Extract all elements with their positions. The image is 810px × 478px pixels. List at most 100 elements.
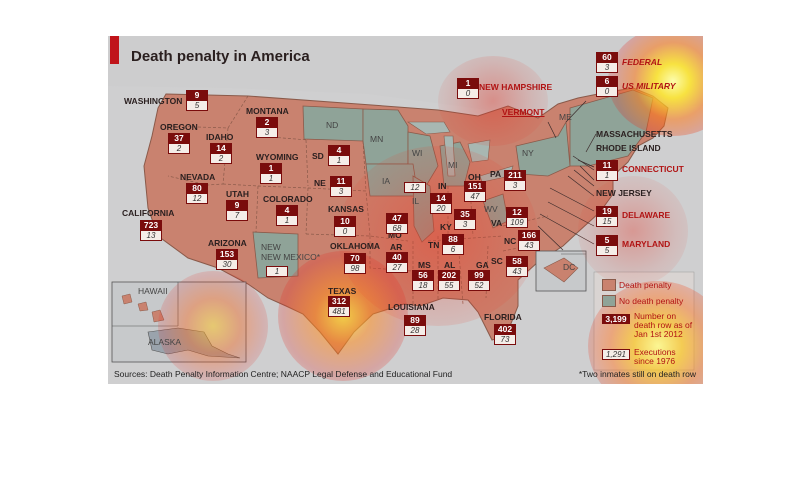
label-pa: PA bbox=[490, 169, 502, 179]
box-oh: 151 47 bbox=[464, 181, 486, 202]
label-new-hampshire: NEW HAMPSHIRE bbox=[479, 82, 553, 92]
box-oklahoma: 70 98 bbox=[344, 253, 366, 274]
label-idaho: IDAHO bbox=[206, 132, 234, 142]
footnote: *Two inmates still on death row bbox=[578, 369, 696, 379]
label-us-military: US MILITARY bbox=[622, 81, 676, 91]
legend-box-executions: 1,291 bbox=[602, 349, 630, 360]
legend-swatch-no-death-penalty bbox=[602, 295, 616, 307]
hawaii-shape bbox=[121, 293, 165, 323]
box-il: 12 bbox=[404, 182, 426, 193]
label-wi: WI bbox=[412, 148, 423, 158]
box-idaho: 14 2 bbox=[210, 143, 232, 164]
label-connecticut: CONNECTICUT bbox=[622, 164, 684, 174]
source-note: Sources: Death Penalty Information Centr… bbox=[114, 369, 453, 379]
label-vermont: VERMONT bbox=[502, 107, 545, 117]
box-ga: 99 52 bbox=[468, 270, 490, 291]
label-dc: DC bbox=[563, 262, 576, 272]
label-kansas: KANSAS bbox=[328, 204, 364, 214]
box-federal: 60 3 bbox=[596, 52, 618, 73]
label-colorado: COLORADO bbox=[263, 194, 313, 204]
label-il: IL bbox=[412, 196, 420, 206]
label-new-jersey: NEW JERSEY bbox=[596, 188, 652, 198]
box-tn: 88 6 bbox=[442, 234, 464, 255]
box-ne: 11 3 bbox=[330, 176, 352, 197]
label-me: ME bbox=[559, 112, 572, 122]
box-delaware: 19 15 bbox=[596, 206, 618, 227]
label-alaska: ALASKA bbox=[148, 337, 182, 347]
label-mo: MO bbox=[388, 230, 402, 240]
label-hawaii: HAWAII bbox=[138, 286, 168, 296]
label-washington: WASHINGTON bbox=[124, 96, 183, 106]
box-ms: 56 18 bbox=[412, 270, 434, 291]
label-al: AL bbox=[444, 260, 456, 270]
label-wv: WV bbox=[484, 204, 498, 214]
title-accent-bar bbox=[110, 36, 119, 64]
legend-swatch-death-penalty bbox=[602, 279, 616, 291]
label-nc: NC bbox=[504, 236, 517, 246]
label-new-mexico: NEW NEW MEXICO* bbox=[261, 242, 321, 262]
box-al: 202 55 bbox=[438, 270, 460, 291]
box-in: 14 20 bbox=[430, 193, 452, 214]
label-california: CALIFORNIA bbox=[122, 208, 175, 218]
box-va: 12 109 bbox=[506, 207, 528, 228]
label-tn: TN bbox=[428, 240, 440, 250]
box-ky: 35 3 bbox=[454, 209, 476, 230]
label-in: IN bbox=[438, 181, 447, 191]
legend-text-death-row: Number on death row as of Jan 1st 2012 bbox=[634, 311, 693, 339]
label-oklahoma: OKLAHOMA bbox=[330, 241, 381, 251]
label-utah: UTAH bbox=[226, 189, 249, 199]
legend-box-death-row: 3,199 bbox=[602, 314, 630, 324]
label-texas: TEXAS bbox=[328, 286, 357, 296]
label-louisiana: LOUISIANA bbox=[388, 302, 435, 312]
box-nevada: 80 12 bbox=[186, 183, 208, 204]
box-new-mexico: 1 bbox=[266, 266, 288, 277]
label-oh: OH bbox=[468, 172, 481, 182]
label-montana: MONTANA bbox=[246, 106, 289, 116]
label-nd: ND bbox=[326, 120, 339, 130]
label-wyoming: WYOMING bbox=[256, 152, 299, 162]
box-kansas: 10 0 bbox=[334, 216, 356, 237]
label-delaware: DELAWARE bbox=[622, 210, 671, 220]
label-ia: IA bbox=[382, 176, 391, 186]
box-pa: 211 3 bbox=[504, 170, 526, 191]
label-federal: FEDERAL bbox=[622, 57, 663, 67]
label-ms: MS bbox=[418, 260, 431, 270]
label-nevada: NEVADA bbox=[180, 172, 216, 182]
label-massachusetts: MASSACHUSETTS bbox=[596, 129, 673, 139]
label-arizona: ARIZONA bbox=[208, 238, 247, 248]
box-florida: 402 73 bbox=[494, 324, 516, 345]
box-ar: 40 27 bbox=[386, 252, 408, 273]
label-ar: AR bbox=[390, 242, 403, 252]
label-sc: SC bbox=[491, 256, 503, 266]
label-florida: FLORIDA bbox=[484, 312, 522, 322]
label-ne: NE bbox=[314, 178, 326, 188]
label-rhode-island: RHODE ISLAND bbox=[596, 143, 661, 153]
label-maryland: MARYLAND bbox=[622, 239, 671, 249]
label-ky: KY bbox=[440, 222, 452, 232]
box-texas: 312 481 bbox=[328, 296, 350, 317]
box-california: 723 13 bbox=[140, 220, 162, 241]
map-title: Death penalty in America bbox=[131, 48, 310, 65]
box-oregon: 37 2 bbox=[168, 133, 190, 154]
label-va: VA bbox=[491, 218, 503, 228]
box-louisiana: 89 28 bbox=[404, 315, 426, 336]
box-arizona: 153 30 bbox=[216, 249, 238, 270]
legend-label-death-penalty: Death penalty bbox=[619, 280, 672, 290]
label-sd: SD bbox=[312, 151, 324, 161]
legend-label-no-death-penalty: No death penalty bbox=[619, 296, 684, 306]
legend-text-executions: Executions since 1976 bbox=[634, 347, 676, 366]
box-sc: 58 43 bbox=[506, 256, 528, 277]
label-ny: NY bbox=[522, 148, 534, 158]
label-ga: GA bbox=[476, 260, 489, 270]
box-nc: 166 43 bbox=[518, 230, 540, 251]
